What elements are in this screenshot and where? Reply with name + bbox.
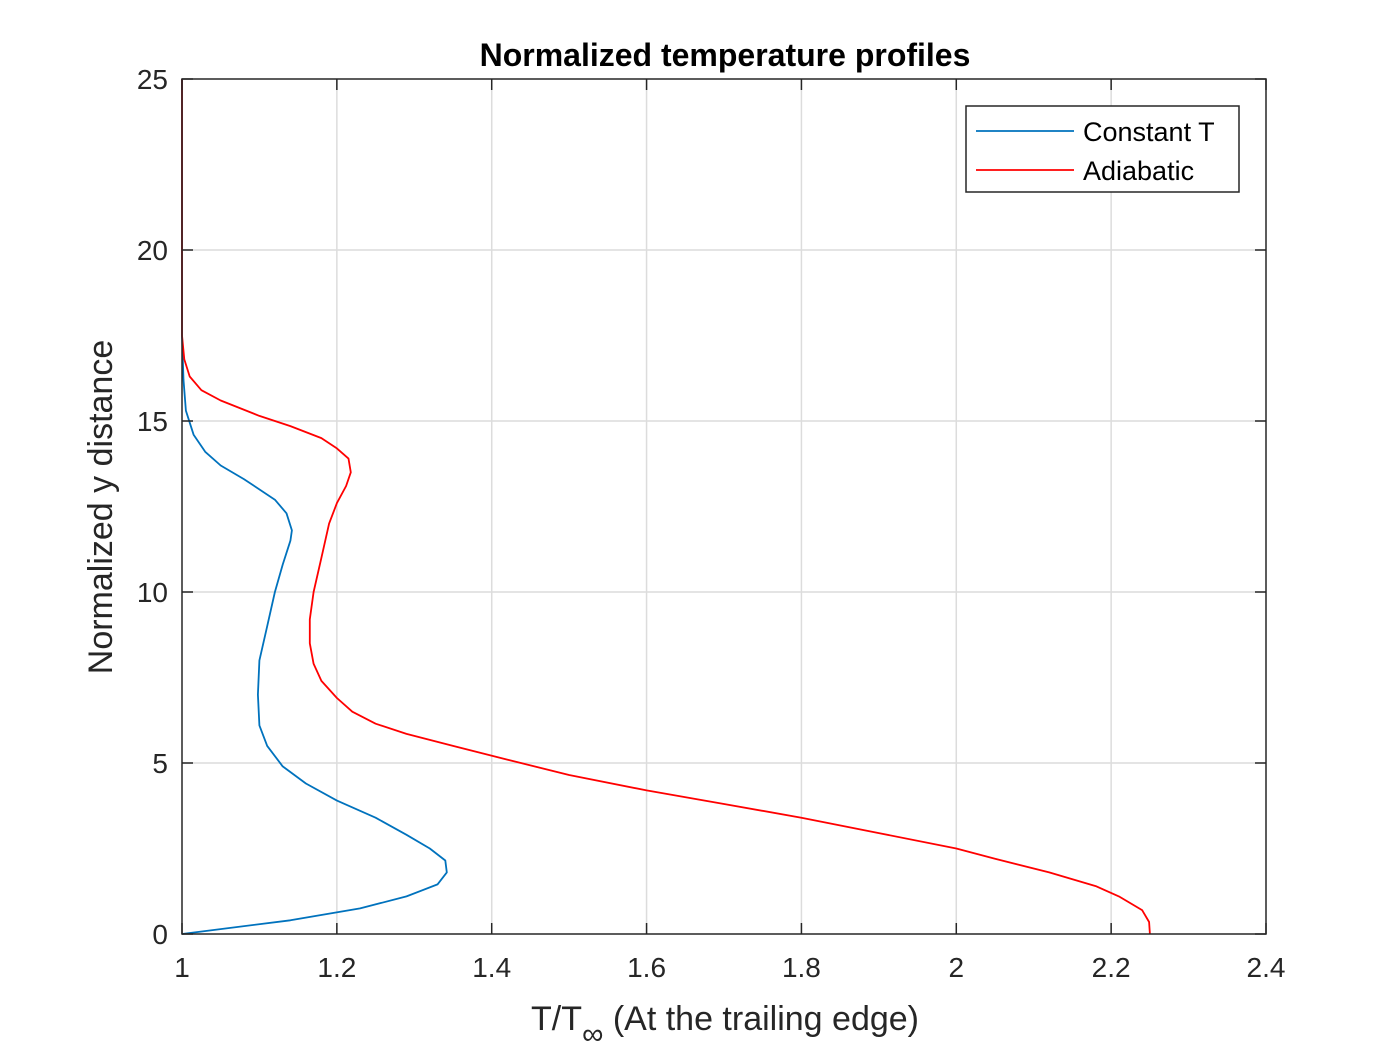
y-tick-label: 0 bbox=[152, 919, 168, 950]
x-axis-label-rest: (At the trailing edge) bbox=[603, 1000, 919, 1038]
x-axis-label-subscript: ∞ bbox=[582, 1018, 603, 1050]
series-line-constant-t bbox=[181, 79, 448, 935]
y-tick-label: 25 bbox=[137, 64, 168, 95]
x-tick-label: 1 bbox=[174, 952, 190, 983]
x-axis-label: T/T∞ (At the trailing edge) bbox=[531, 1000, 919, 1050]
x-tick-label: 1.2 bbox=[317, 952, 356, 983]
series-lines bbox=[181, 79, 1151, 935]
chart-title: Normalized temperature profiles bbox=[480, 37, 971, 73]
legend: Constant T Adiabatic bbox=[965, 105, 1240, 193]
y-tick-label: 10 bbox=[137, 577, 168, 608]
plot-frame bbox=[181, 78, 1267, 935]
x-tick-label: 1.6 bbox=[627, 952, 666, 983]
x-tick-label: 2.4 bbox=[1247, 952, 1286, 983]
x-axis-label-main: T/T bbox=[531, 1000, 582, 1038]
series-line-adiabatic bbox=[181, 79, 1151, 935]
legend-label-adiabatic: Adiabatic bbox=[1083, 156, 1194, 186]
x-tick-label: 1.4 bbox=[472, 952, 511, 983]
y-tick-label: 5 bbox=[152, 748, 168, 779]
x-tick-label: 1.8 bbox=[782, 952, 821, 983]
axis-ticks: 1 1.2 1.4 1.6 1.8 2 2.2 2.4 0 5 10 15 20 25 bbox=[137, 64, 1286, 983]
y-axis-label: Normalized y distance bbox=[82, 340, 120, 674]
x-tick-label: 2 bbox=[948, 952, 964, 983]
y-tick-label: 20 bbox=[137, 235, 168, 266]
y-tick-label: 15 bbox=[137, 406, 168, 437]
legend-box bbox=[965, 105, 1240, 193]
x-tick-label: 2.2 bbox=[1092, 952, 1131, 983]
legend-label-constant-t: Constant T bbox=[1083, 117, 1215, 147]
grid bbox=[182, 79, 1266, 934]
